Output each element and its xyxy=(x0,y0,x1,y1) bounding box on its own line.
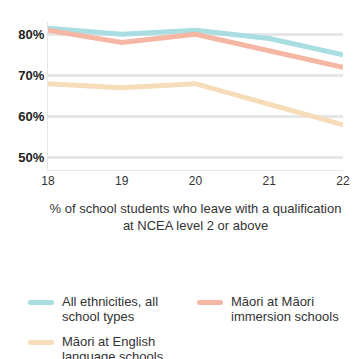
svg-text:60%: 60% xyxy=(18,109,44,124)
svg-text:20: 20 xyxy=(189,174,203,188)
svg-text:50%: 50% xyxy=(18,150,44,165)
svg-text:22: 22 xyxy=(336,174,350,188)
svg-text:18: 18 xyxy=(41,174,55,188)
html-text:All ethnicities, all school ty: All ethnicities, all school types xyxy=(62,294,159,324)
svg-text:70%: 70% xyxy=(18,68,44,83)
svg-text:80%: 80% xyxy=(18,27,44,42)
svg-text:21: 21 xyxy=(263,174,277,188)
svg-text:% of school students who leave: % of school students who leave with a qu… xyxy=(50,201,342,233)
html-text:Māori at Māori immersion schoo: Māori at Māori immersion schools xyxy=(231,294,339,324)
svg-text:19: 19 xyxy=(115,174,129,188)
